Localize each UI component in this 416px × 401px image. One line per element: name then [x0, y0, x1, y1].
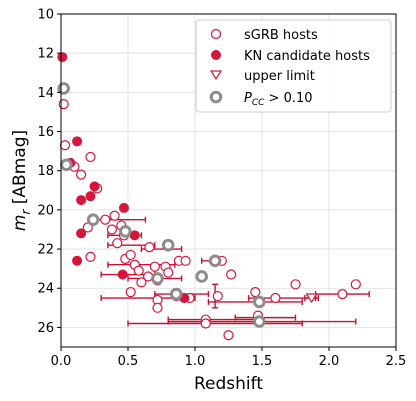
- kn-candidate-point: [57, 52, 68, 63]
- y-tick-label: 14: [37, 86, 54, 101]
- axis-ticks: 0.0 0.5 1.0 1.5 2.0 2.5 10 12 14 16 18 20 22 24 26: [37, 8, 406, 370]
- x-tick-label: 0.5: [118, 354, 139, 369]
- kn-candidate-point: [72, 136, 83, 147]
- kn-candidate-point: [76, 228, 87, 239]
- legend-marker-kn: [211, 50, 221, 60]
- pcc-point: [195, 270, 208, 283]
- upper-limit-point: [305, 293, 318, 304]
- sgrb-host-point: [144, 242, 155, 253]
- kn-candidate-point: [76, 195, 87, 206]
- y-tick-label: 18: [37, 164, 54, 179]
- x-tick-label: 0.0: [51, 354, 72, 369]
- sgrb-host-point: [290, 279, 301, 290]
- sgrb-host-point: [109, 210, 120, 221]
- sgrb-host-point: [200, 318, 211, 329]
- legend-marker-pcc: [209, 90, 223, 104]
- kn-candidate-point: [72, 255, 83, 266]
- sgrb-host-point: [75, 169, 87, 180]
- y-tick-label: 12: [37, 47, 54, 62]
- sgrb-host-point: [85, 251, 96, 262]
- legend-label-kn: KN candidate hosts: [244, 49, 370, 64]
- sgrb-host-point: [223, 330, 234, 341]
- sgrb-host-point: [270, 292, 281, 304]
- legend-marker-upper-limit: [209, 70, 223, 81]
- sgrb-host-point: [125, 249, 136, 261]
- y-tick-label: 16: [37, 125, 54, 140]
- x-tick-label: 2.5: [386, 354, 407, 369]
- plot-frame: [60, 13, 397, 348]
- sgrb-host-point: [350, 279, 361, 290]
- pcc-point: [86, 213, 100, 226]
- sgrb-host-point: [82, 222, 93, 233]
- y-tick-label: 10: [37, 8, 54, 23]
- sgrb-host-point: [250, 287, 261, 298]
- y-tick-label: 26: [37, 321, 54, 336]
- x-tick-label: 1.0: [185, 354, 206, 369]
- sgrb-host-point: [143, 271, 154, 282]
- pcc-point: [161, 238, 175, 252]
- sgrb-host-point: [136, 277, 147, 288]
- sgrb-host-point: [112, 238, 123, 249]
- sgrb-host-point: [149, 261, 160, 272]
- legend-box: [195, 19, 392, 113]
- y-tick-label: 24: [37, 282, 54, 297]
- sgrb-host-point: [226, 269, 237, 280]
- legend-marker-sgrb: [210, 28, 222, 40]
- pcc-point: [208, 254, 222, 268]
- sgrb-host-point: [337, 289, 348, 300]
- x-axis-label: Redshift: [194, 374, 263, 394]
- legend: sGRB hosts KN candidate hosts upper limi…: [195, 19, 392, 113]
- kn-candidate-point: [117, 269, 128, 280]
- y-tick-label: 22: [37, 243, 54, 258]
- kn-candidate-point: [89, 181, 100, 192]
- legend-label-upper-limit: upper limit: [244, 69, 315, 84]
- sgrb-host-point: [163, 267, 174, 278]
- sgrb-host-point: [180, 255, 191, 266]
- sgrb-host-point: [106, 224, 118, 235]
- sgrb-host-point: [85, 151, 96, 163]
- sgrb-host-point: [133, 265, 144, 276]
- y-tick-label: 20: [37, 203, 54, 218]
- pcc-point: [60, 158, 73, 172]
- kn-candidate-point: [118, 202, 129, 213]
- sgrb-host-point: [125, 287, 136, 298]
- legend-label-sgrb: sGRB hosts: [244, 28, 318, 43]
- y-axis-label: mr [ABmag]: [10, 130, 33, 231]
- pcc-point: [169, 287, 183, 301]
- legend-label-pcc: PCC > 0.10: [244, 91, 313, 108]
- x-tick-label: 2.0: [319, 354, 340, 369]
- sgrb-host-point: [100, 214, 111, 225]
- sgrb-host-point: [59, 140, 71, 151]
- pcc-point: [119, 225, 132, 238]
- pcc-point: [151, 272, 164, 285]
- sgrb-host-point: [152, 302, 163, 313]
- sgrb-host-point: [212, 290, 223, 302]
- pcc-point: [57, 82, 70, 95]
- data-markers: [57, 52, 361, 341]
- x-tick-label: 1.5: [252, 354, 273, 369]
- pcc-point: [253, 315, 266, 328]
- pcc-point: [253, 295, 266, 309]
- kn-candidate-point: [85, 191, 96, 202]
- error-bar: [234, 314, 297, 321]
